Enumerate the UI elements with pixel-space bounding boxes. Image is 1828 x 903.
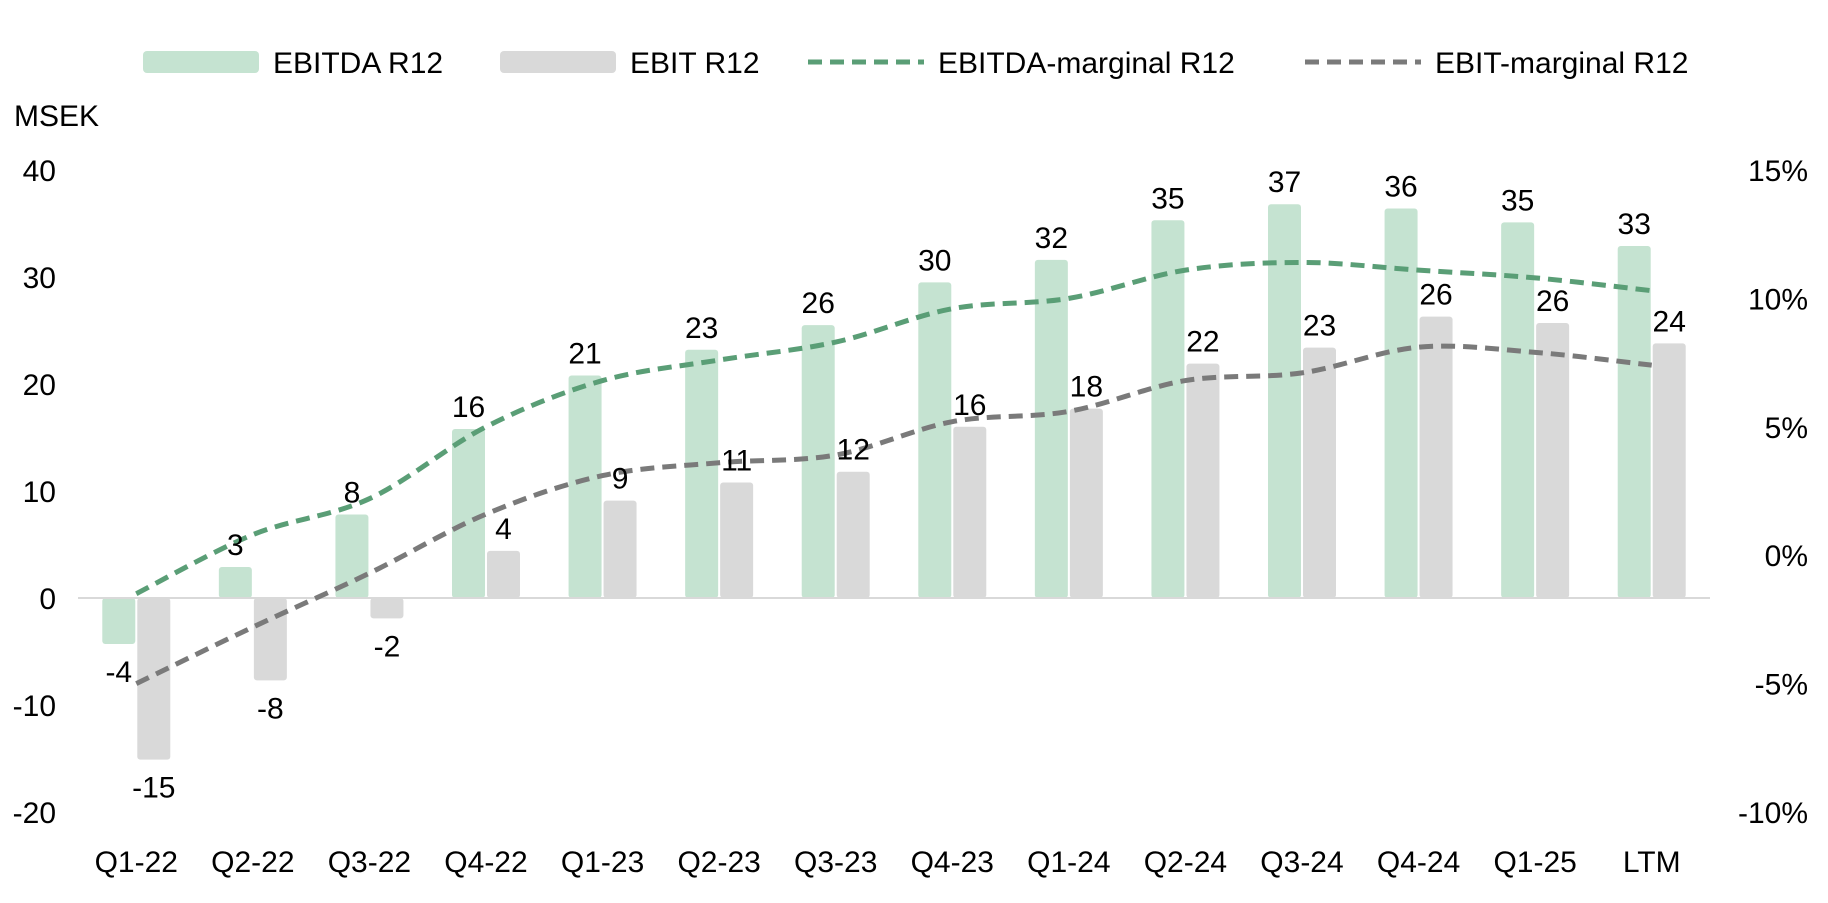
- bar-ebitda-r12: [1617, 245, 1651, 598]
- x-tick-label: Q4-22: [444, 846, 527, 879]
- data-label-ebit-r12: 4: [495, 513, 512, 546]
- data-label-ebit-r12: 12: [837, 434, 870, 467]
- x-tick-label: Q1-24: [1027, 846, 1110, 879]
- bar-ebit-r12: [370, 598, 404, 619]
- legend-label-ebitda-marginal-r12: EBITDA-marginal R12: [938, 47, 1235, 80]
- x-tick-label: Q2-22: [211, 846, 294, 879]
- bar-ebitda-r12: [452, 428, 485, 598]
- y-tick-label: 10: [23, 476, 56, 509]
- data-label-ebitda-r12: 16: [452, 391, 485, 424]
- y-tick-label: -20: [13, 797, 56, 830]
- y-tick-label: 0: [39, 583, 56, 616]
- x-tick-label: Q4-23: [911, 846, 994, 879]
- bar-ebit-r12: [720, 482, 754, 598]
- legend-label-ebit-r12: EBIT R12: [630, 47, 760, 80]
- bar-ebitda-r12: [1501, 222, 1535, 598]
- data-label-ebit-r12: 26: [1419, 279, 1452, 312]
- legend: EBITDA R12 EBIT R12 EBITDA-marginal R12 EBI…: [143, 47, 1688, 80]
- bar-ebit-r12: [1069, 408, 1103, 598]
- data-labels: -4 3 8 16 21 23 26 30 32 35 37 36 35 33 -15 -8 -2 4 9 11 12 1…: [105, 166, 1685, 804]
- y2-tick-label: 15%: [1748, 155, 1808, 188]
- bar-ebitda-r12: [1268, 204, 1301, 599]
- bar-ebitda-r12: [1384, 208, 1418, 598]
- bar-ebit-r12: [1303, 347, 1336, 598]
- y-axis-right: -10% -5% 0% 5% 10% 15%: [1738, 155, 1808, 830]
- x-tick-label: Q1-23: [561, 846, 644, 879]
- bar-ebit-r12: [1536, 323, 1570, 598]
- y2-tick-label: 5%: [1765, 412, 1808, 445]
- bar-ebit-r12: [253, 598, 287, 681]
- y-axis-left: -20 -10 0 10 20 30 40: [13, 155, 56, 830]
- bar-ebitda-r12: [1034, 259, 1068, 598]
- data-label-ebitda-r12: 30: [918, 244, 951, 277]
- y-tick-label: -10: [13, 690, 56, 723]
- data-label-ebitda-r12: 33: [1618, 208, 1651, 241]
- data-label-ebitda-r12: 3: [227, 529, 244, 562]
- bar-ebit-r12: [953, 426, 987, 598]
- data-label-ebitda-r12: 26: [802, 287, 835, 320]
- bar-ebitda-r12: [685, 349, 719, 598]
- y2-tick-label: 10%: [1748, 283, 1808, 316]
- data-label-ebit-r12: 22: [1186, 326, 1219, 359]
- legend-label-ebit-marginal-r12: EBIT-marginal R12: [1435, 47, 1688, 80]
- x-tick-label: Q3-22: [328, 846, 411, 879]
- bar-ebitda-r12: [218, 566, 252, 598]
- bar-ebitda-r12: [918, 282, 952, 598]
- legend-swatch-ebitda-r12: [143, 51, 259, 73]
- bar-ebit-r12: [1419, 316, 1453, 598]
- data-label-ebitda-r12: 32: [1035, 222, 1068, 255]
- bar-ebitda-r12: [801, 325, 835, 598]
- data-label-ebit-r12: 23: [1303, 310, 1336, 343]
- bar-ebit-r12: [487, 550, 520, 598]
- data-label-ebit-r12: -2: [374, 630, 401, 663]
- x-tick-label: Q1-22: [95, 846, 178, 879]
- data-label-ebit-r12: 26: [1536, 285, 1569, 318]
- y-tick-label: 20: [23, 369, 56, 402]
- data-label-ebitda-r12: 8: [344, 477, 361, 510]
- x-tick-label: LTM: [1623, 846, 1681, 879]
- data-label-ebitda-r12: 35: [1501, 184, 1534, 217]
- legend-label-ebitda-r12: EBITDA R12: [273, 47, 443, 80]
- y-axis-title: MSEK: [14, 100, 99, 133]
- bar-ebitda-r12: [102, 598, 136, 645]
- bar-ebit-r12: [1652, 343, 1686, 598]
- x-axis: Q1-22 Q2-22 Q3-22 Q4-22 Q1-23 Q2-23 Q3-23 Q4-23…: [95, 846, 1681, 879]
- data-label-ebit-r12: 18: [1070, 371, 1103, 404]
- bar-ebitda-r12: [568, 375, 602, 598]
- y-tick-label: 40: [23, 155, 56, 188]
- data-label-ebitda-r12: -4: [105, 656, 132, 689]
- data-label-ebit-r12: -15: [132, 772, 175, 805]
- data-label-ebit-r12: 11: [721, 444, 752, 477]
- x-tick-label: Q1-25: [1493, 846, 1576, 879]
- line-ebitda-marginal-r12: [135, 259, 1652, 596]
- x-tick-label: Q3-24: [1260, 846, 1343, 879]
- bar-ebit-r12: [1186, 363, 1220, 598]
- bar-ebitda-r12: [1151, 220, 1185, 599]
- bar-ebit-r12: [137, 598, 171, 760]
- x-tick-label: Q2-24: [1144, 846, 1227, 879]
- data-label-ebitda-r12: 36: [1384, 171, 1417, 204]
- bar-ebit-r12: [836, 471, 870, 598]
- x-tick-label: Q2-23: [677, 846, 760, 879]
- data-label-ebitda-r12: 35: [1151, 182, 1184, 215]
- data-label-ebit-r12: 24: [1653, 305, 1686, 338]
- data-label-ebit-r12: -8: [257, 692, 284, 725]
- legend-swatch-ebit-r12: [500, 51, 616, 73]
- data-label-ebitda-r12: 21: [568, 337, 601, 370]
- data-label-ebitda-r12: 37: [1268, 166, 1301, 199]
- y2-tick-label: -10%: [1738, 797, 1808, 830]
- bar-ebit-r12: [603, 500, 637, 598]
- x-tick-label: Q3-23: [794, 846, 877, 879]
- x-tick-label: Q4-24: [1377, 846, 1460, 879]
- data-label-ebit-r12: 9: [612, 463, 629, 496]
- y2-tick-label: -5%: [1755, 669, 1808, 702]
- data-label-ebitda-r12: 23: [685, 312, 718, 345]
- margin-lines: [135, 259, 1652, 686]
- y2-tick-label: 0%: [1765, 540, 1808, 573]
- bars: [102, 204, 1686, 760]
- y-tick-label: 30: [23, 262, 56, 295]
- data-label-ebit-r12: 16: [953, 389, 986, 422]
